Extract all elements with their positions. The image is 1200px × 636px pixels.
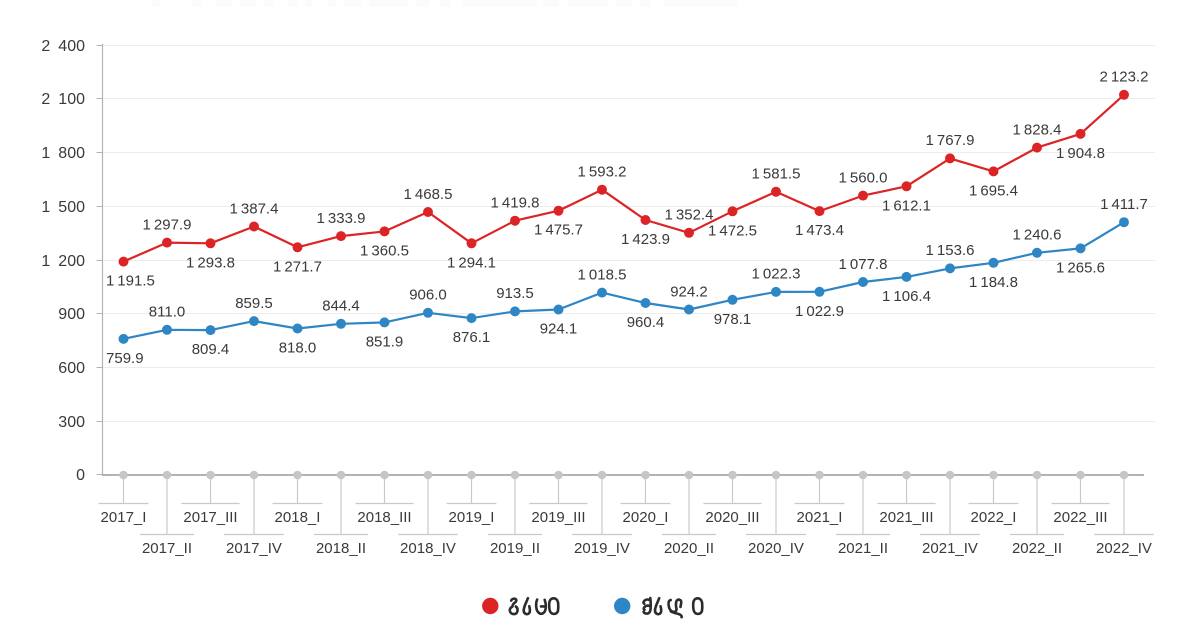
svg-text:1 077.8: 1 077.8 [839, 256, 888, 273]
svg-text:1 106.4: 1 106.4 [882, 288, 931, 305]
svg-text:2 123.2: 2 123.2 [1100, 69, 1149, 86]
svg-text:1 293.8: 1 293.8 [186, 254, 235, 271]
svg-text:1 018.5: 1 018.5 [578, 266, 627, 283]
svg-text:2019_III: 2019_III [531, 509, 585, 526]
svg-text:2021_II: 2021_II [838, 540, 888, 557]
svg-text:1 800: 1 800 [41, 145, 85, 162]
svg-text:913.5: 913.5 [496, 285, 534, 302]
svg-text:1 904.8: 1 904.8 [1056, 145, 1105, 162]
svg-text:2 400: 2 400 [41, 38, 85, 55]
svg-text:876.1: 876.1 [453, 329, 491, 346]
svg-text:2019_I: 2019_I [449, 509, 495, 526]
svg-text:1 360.5: 1 360.5 [360, 242, 409, 259]
svg-text:1 419.8: 1 419.8 [491, 195, 540, 212]
svg-text:2022_III: 2022_III [1053, 509, 1107, 526]
svg-text:2017_II: 2017_II [142, 540, 192, 557]
svg-text:600: 600 [58, 360, 85, 377]
svg-text:1 184.8: 1 184.8 [969, 274, 1018, 291]
svg-text:1 387.4: 1 387.4 [230, 200, 279, 217]
svg-text:2021_III: 2021_III [879, 509, 933, 526]
svg-text:844.4: 844.4 [322, 298, 360, 315]
svg-text:759.9: 759.9 [106, 350, 144, 367]
svg-text:1 767.9: 1 767.9 [926, 132, 975, 149]
svg-text:2021_I: 2021_I [797, 509, 843, 526]
svg-text:2018_I: 2018_I [275, 509, 321, 526]
svg-text:300: 300 [58, 414, 85, 431]
svg-text:2019_IV: 2019_IV [574, 540, 630, 557]
svg-text:1 475.7: 1 475.7 [534, 222, 583, 239]
svg-text:2021_IV: 2021_IV [922, 540, 978, 557]
svg-text:1 153.6: 1 153.6 [926, 242, 975, 259]
svg-text:2018_II: 2018_II [316, 540, 366, 557]
svg-text:1 828.4: 1 828.4 [1013, 121, 1062, 138]
svg-text:0: 0 [76, 467, 85, 484]
svg-text:818.0: 818.0 [279, 340, 317, 357]
svg-text:2020_I: 2020_I [623, 509, 669, 526]
svg-text:2018_III: 2018_III [357, 509, 411, 526]
svg-text:2017_I: 2017_I [101, 509, 147, 526]
svg-text:2017_IV: 2017_IV [226, 540, 282, 557]
svg-text:1 240.6: 1 240.6 [1013, 227, 1062, 244]
svg-text:1 191.5: 1 191.5 [106, 273, 155, 290]
svg-text:1 200: 1 200 [41, 253, 85, 270]
svg-text:2022_II: 2022_II [1012, 540, 1062, 557]
svg-text:1 411.7: 1 411.7 [1100, 196, 1148, 213]
svg-text:2018_IV: 2018_IV [400, 540, 456, 557]
svg-text:1 581.5: 1 581.5 [752, 166, 801, 183]
svg-text:1 265.6: 1 265.6 [1056, 259, 1105, 276]
svg-text:1 352.4: 1 352.4 [665, 207, 714, 224]
svg-text:1 271.7: 1 271.7 [273, 258, 322, 275]
svg-text:978.1: 978.1 [714, 311, 752, 328]
svg-text:2022_IV: 2022_IV [1096, 540, 1152, 557]
svg-text:1 500: 1 500 [41, 199, 85, 216]
svg-text:1 695.4: 1 695.4 [969, 182, 1018, 199]
svg-text:1 022.9: 1 022.9 [795, 303, 844, 320]
svg-text:924.1: 924.1 [540, 321, 578, 338]
svg-text:906.0: 906.0 [409, 287, 447, 304]
svg-text:1 423.9: 1 423.9 [621, 231, 670, 248]
svg-text:2020_IV: 2020_IV [748, 540, 804, 557]
svg-text:859.5: 859.5 [235, 295, 273, 312]
svg-text:1 473.4: 1 473.4 [795, 222, 844, 239]
svg-text:1 468.5: 1 468.5 [404, 186, 453, 203]
svg-text:1 560.0: 1 560.0 [839, 169, 888, 186]
svg-text:1 472.5: 1 472.5 [708, 222, 757, 239]
svg-text:1 297.9: 1 297.9 [143, 216, 192, 233]
svg-text:2020_II: 2020_II [664, 540, 714, 557]
svg-text:1 612.1: 1 612.1 [882, 197, 931, 214]
svg-text:809.4: 809.4 [192, 341, 230, 358]
svg-text:1 333.9: 1 333.9 [317, 210, 366, 227]
svg-text:2022_I: 2022_I [971, 509, 1017, 526]
svg-text:960.4: 960.4 [627, 314, 665, 331]
svg-text:924.2: 924.2 [670, 283, 708, 300]
svg-text:851.9: 851.9 [366, 333, 404, 350]
svg-text:1 022.3: 1 022.3 [752, 266, 801, 283]
svg-text:2017_III: 2017_III [183, 509, 237, 526]
svg-text:1 294.1: 1 294.1 [447, 254, 496, 271]
svg-text:811.0: 811.0 [149, 304, 185, 321]
svg-text:2019_II: 2019_II [490, 540, 540, 557]
svg-text:1 593.2: 1 593.2 [578, 164, 627, 181]
svg-text:2020_III: 2020_III [705, 509, 759, 526]
svg-text:2 100: 2 100 [41, 91, 85, 108]
svg-text:900: 900 [58, 306, 85, 323]
